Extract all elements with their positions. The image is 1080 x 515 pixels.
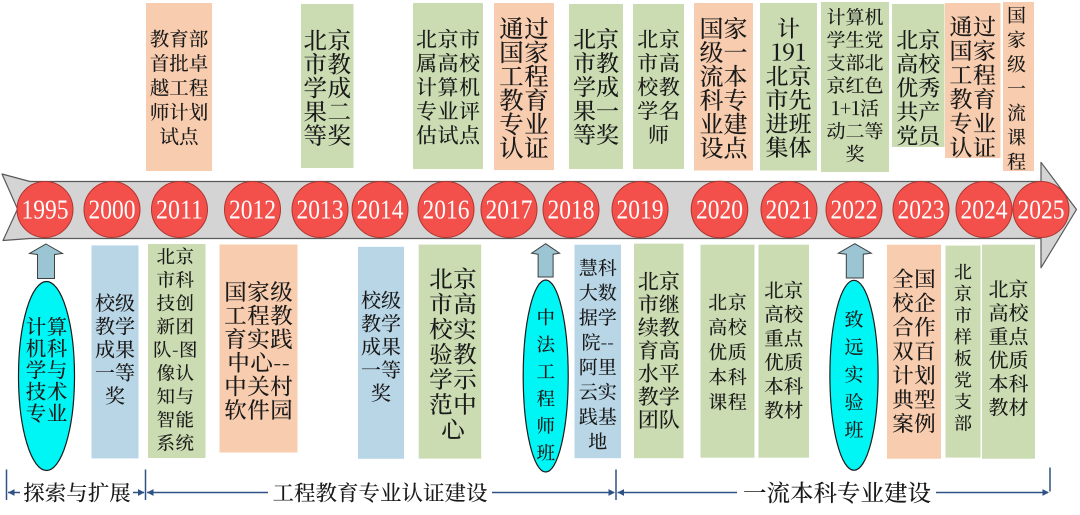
svg-text:2011: 2011 xyxy=(156,193,203,224)
svg-text:2014: 2014 xyxy=(357,193,404,224)
svg-text:2025: 2025 xyxy=(1018,193,1065,224)
svg-text:2000: 2000 xyxy=(89,193,136,224)
svg-text:2018: 2018 xyxy=(548,193,595,224)
svg-text:2012: 2012 xyxy=(229,193,276,224)
svg-text:2017: 2017 xyxy=(486,193,533,224)
svg-text:2020: 2020 xyxy=(696,193,743,224)
svg-text:2019: 2019 xyxy=(617,193,664,224)
svg-text:2024: 2024 xyxy=(961,193,1008,224)
svg-text:2022: 2022 xyxy=(831,193,878,224)
svg-text:2016: 2016 xyxy=(423,193,470,224)
svg-text:2023: 2023 xyxy=(898,193,945,224)
svg-text:2021: 2021 xyxy=(766,193,813,224)
svg-text:2013: 2013 xyxy=(297,193,344,224)
svg-text:1995: 1995 xyxy=(22,193,69,224)
